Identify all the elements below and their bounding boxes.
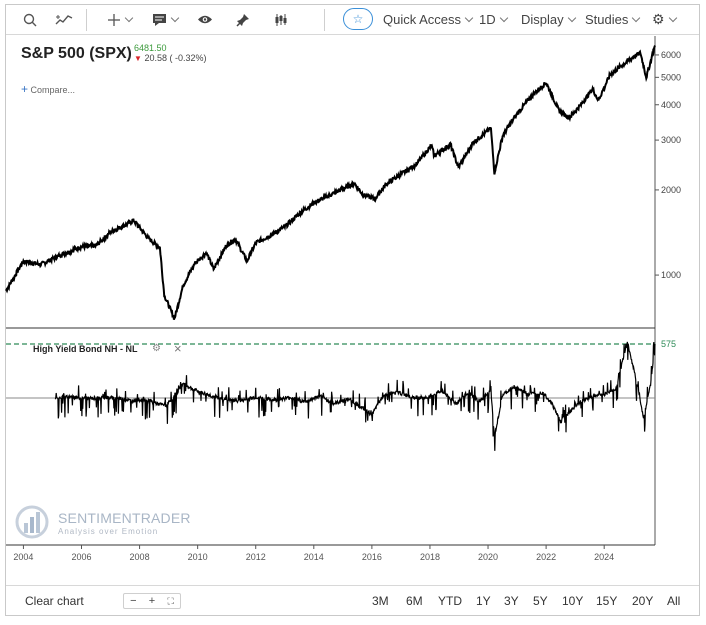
last-price: 6481.50 xyxy=(134,43,167,53)
top-toolbar: ☆ Quick Access 1D Display Studies ⚙ xyxy=(6,5,699,35)
y-tick-label: 4000 xyxy=(661,100,681,110)
x-tick-label: 2020 xyxy=(478,552,498,562)
x-tick-label: 2014 xyxy=(304,552,324,562)
range-10y[interactable]: 10Y xyxy=(562,594,584,608)
quick-access-menu[interactable]: Quick Access xyxy=(383,5,474,34)
star-icon: ☆ xyxy=(352,12,364,26)
x-tick-label: 2024 xyxy=(594,552,614,562)
quick-access-label: Quick Access xyxy=(383,12,462,27)
range-5y[interactable]: 5Y xyxy=(533,594,548,608)
sentimentrader-logo-icon xyxy=(15,505,49,539)
chart-type-icon[interactable] xyxy=(52,5,76,34)
range-20y[interactable]: 20Y xyxy=(632,594,654,608)
y-tick-label: 3000 xyxy=(661,135,681,145)
studies-menu[interactable]: Studies xyxy=(585,5,641,34)
zoom-controls: − + ⛶ xyxy=(123,593,181,609)
annotation-icon[interactable] xyxy=(150,5,180,34)
range-3y[interactable]: 3Y xyxy=(504,594,519,608)
price-change: ▼ 20.58 ( -0.32%) xyxy=(134,53,206,63)
interval-label: 1D xyxy=(479,12,496,27)
watermark-tagline: Analysis over Emotion xyxy=(58,527,159,536)
interval-menu[interactable]: 1D xyxy=(479,5,508,34)
range-all[interactable]: All xyxy=(667,594,681,608)
price-change-value: 20.58 ( -0.32%) xyxy=(144,53,207,63)
x-tick-label: 2010 xyxy=(188,552,208,562)
x-tick-label: 2012 xyxy=(246,552,266,562)
range-ytd[interactable]: YTD xyxy=(438,594,462,608)
range-6m[interactable]: 6M xyxy=(406,594,423,608)
display-label: Display xyxy=(521,12,564,27)
candlestick-icon[interactable] xyxy=(270,5,292,34)
x-tick-label: 2008 xyxy=(130,552,150,562)
spx-price-line xyxy=(5,45,656,320)
eye-icon[interactable] xyxy=(194,5,216,34)
settings-menu[interactable]: ⚙ xyxy=(652,5,677,34)
gear-icon: ⚙ xyxy=(652,11,665,27)
x-tick-label: 2006 xyxy=(71,552,91,562)
search-icon[interactable] xyxy=(20,5,40,34)
x-tick-label: 2022 xyxy=(536,552,556,562)
y-tick-label: 6000 xyxy=(661,50,681,60)
studies-label: Studies xyxy=(585,12,629,27)
plus-icon: + xyxy=(21,82,29,96)
indicator-settings-icon[interactable]: ⚙ xyxy=(152,343,161,354)
favorite-star-button[interactable]: ☆ xyxy=(343,8,373,30)
range-15y[interactable]: 15Y xyxy=(596,594,618,608)
y-tick-label: 2000 xyxy=(661,185,681,195)
zoom-out-button[interactable]: − xyxy=(130,595,137,607)
arrow-down-icon: ▼ xyxy=(134,54,142,63)
compare-link[interactable]: + Compare... xyxy=(21,82,75,96)
indicator-line xyxy=(54,341,656,451)
range-3m[interactable]: 3M xyxy=(372,594,389,608)
chart-frame xyxy=(5,4,700,616)
bottom-bar: Clear chart − + ⛶ 3M 6M YTD 1Y 3Y 5Y 10Y… xyxy=(6,585,699,616)
chart-title: S&P 500 (SPX) xyxy=(21,45,132,62)
pin-icon[interactable] xyxy=(232,5,254,34)
indicator-close-icon[interactable]: × xyxy=(174,341,182,356)
clear-chart-button[interactable]: Clear chart xyxy=(25,594,84,608)
x-tick-label: 2016 xyxy=(362,552,382,562)
y-tick-label: 5000 xyxy=(661,72,681,82)
reference-level-label: 575 xyxy=(661,339,676,349)
watermark-name: SENTIMENTRADER xyxy=(58,510,191,526)
zoom-in-button[interactable]: + xyxy=(148,595,156,607)
range-1y[interactable]: 1Y xyxy=(476,594,491,608)
fit-screen-icon[interactable]: ⛶ xyxy=(167,595,174,606)
toolbar-separator xyxy=(86,9,87,31)
x-tick-label: 2018 xyxy=(420,552,440,562)
toolbar-separator xyxy=(324,9,325,31)
x-tick-label: 2004 xyxy=(13,552,33,562)
indicator-label: High Yield Bond NH - NL xyxy=(33,344,138,354)
crosshair-icon[interactable] xyxy=(106,5,133,34)
display-menu[interactable]: Display xyxy=(521,5,576,34)
compare-label: Compare... xyxy=(30,85,76,95)
y-tick-label: 1000 xyxy=(661,270,681,280)
